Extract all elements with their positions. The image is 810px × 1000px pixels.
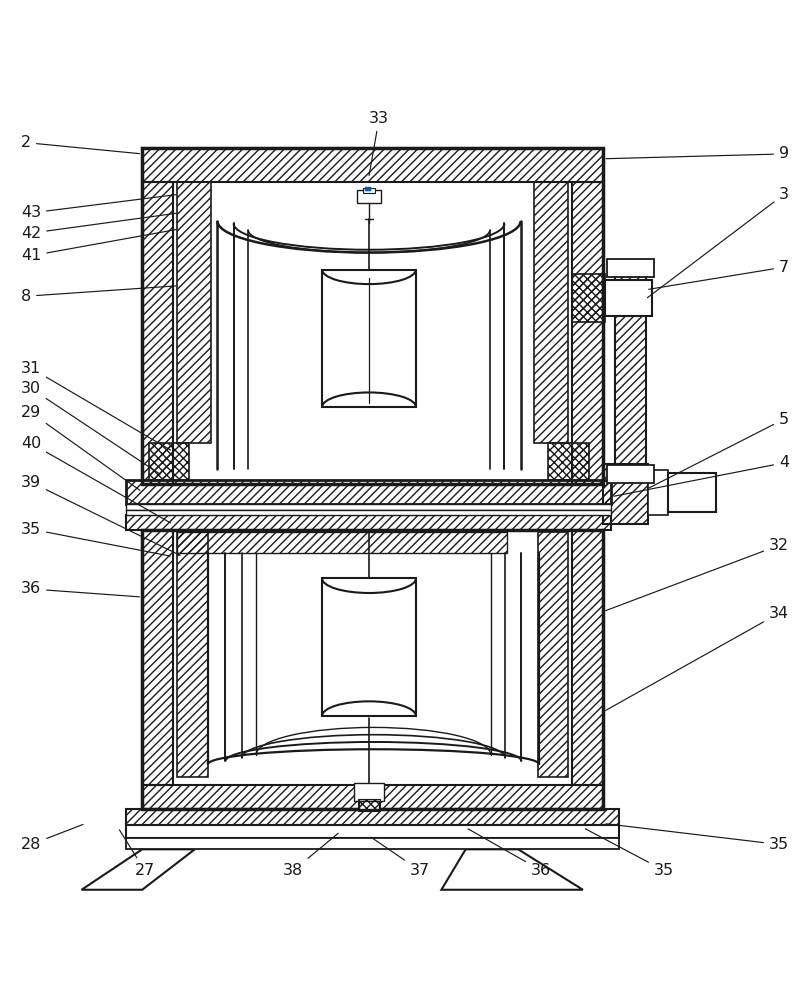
Text: 36: 36 (468, 829, 551, 878)
Bar (538, 532, 569, 777)
Bar (143, 530, 603, 809)
Text: 41: 41 (21, 230, 176, 263)
Bar (149, 443, 189, 480)
Text: 39: 39 (21, 475, 180, 555)
Bar (126, 480, 612, 504)
Bar (126, 504, 612, 510)
Text: 5: 5 (649, 412, 789, 488)
Text: 28: 28 (21, 824, 83, 852)
Text: 29: 29 (21, 405, 140, 490)
Text: 32: 32 (606, 538, 789, 611)
Text: 2: 2 (21, 135, 139, 154)
Bar (143, 148, 603, 182)
Text: 7: 7 (649, 260, 789, 289)
Text: 42: 42 (21, 213, 176, 241)
Bar (355, 783, 384, 801)
Text: 3: 3 (647, 187, 789, 298)
Bar (322, 270, 416, 407)
Text: 35: 35 (586, 829, 674, 878)
Bar (357, 190, 382, 203)
Bar (616, 274, 646, 465)
Bar (358, 799, 381, 811)
Bar (535, 182, 569, 443)
Text: 38: 38 (284, 833, 338, 878)
Bar (608, 259, 654, 277)
Text: 8: 8 (21, 286, 176, 304)
Bar (143, 785, 603, 809)
Bar (126, 510, 612, 515)
Text: 40: 40 (21, 436, 171, 523)
Text: 43: 43 (21, 195, 176, 220)
Polygon shape (82, 849, 194, 890)
Bar (363, 188, 376, 193)
Bar (548, 443, 589, 480)
Text: 27: 27 (119, 830, 155, 878)
Bar (605, 280, 651, 316)
Bar (177, 532, 207, 777)
Text: 33: 33 (369, 111, 389, 175)
Bar (573, 274, 605, 322)
Bar (360, 801, 379, 809)
Text: 35: 35 (606, 824, 789, 852)
Bar (143, 182, 173, 484)
Bar (143, 148, 603, 484)
Bar (573, 182, 603, 484)
Bar (603, 464, 647, 524)
Polygon shape (441, 849, 583, 890)
Bar (667, 473, 716, 512)
Bar (177, 532, 507, 553)
Text: 36: 36 (21, 581, 139, 597)
Bar (365, 187, 372, 191)
Text: 31: 31 (21, 361, 171, 450)
Bar (573, 530, 603, 785)
Bar (126, 809, 620, 825)
Bar (126, 515, 612, 530)
Text: 30: 30 (21, 381, 160, 474)
Bar (608, 465, 654, 483)
Bar (143, 530, 173, 785)
Text: 34: 34 (606, 606, 789, 710)
Bar (126, 838, 620, 849)
Bar (322, 578, 416, 716)
Text: 37: 37 (371, 837, 429, 878)
Text: 4: 4 (614, 455, 789, 496)
Bar (126, 825, 620, 838)
Bar (177, 182, 211, 443)
Text: 35: 35 (21, 522, 170, 556)
Text: 9: 9 (606, 146, 789, 161)
Bar (647, 470, 667, 515)
